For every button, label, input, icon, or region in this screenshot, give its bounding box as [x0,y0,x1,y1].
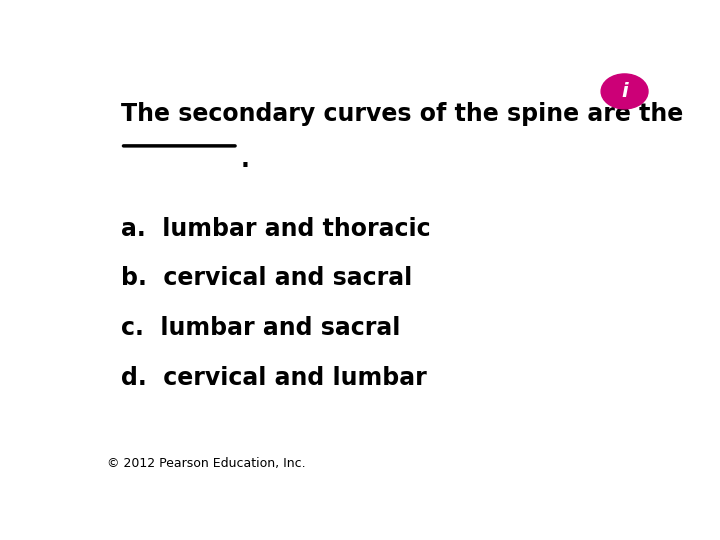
Text: d.  cervical and lumbar: d. cervical and lumbar [121,366,426,390]
Text: © 2012 Pearson Education, Inc.: © 2012 Pearson Education, Inc. [107,457,305,470]
Text: b.  cervical and sacral: b. cervical and sacral [121,266,412,291]
Text: The secondary curves of the spine are the: The secondary curves of the spine are th… [121,102,683,126]
Text: a.  lumbar and thoracic: a. lumbar and thoracic [121,217,431,240]
Circle shape [601,74,648,109]
Text: i: i [621,82,628,101]
Text: .: . [240,148,250,172]
Text: c.  lumbar and sacral: c. lumbar and sacral [121,316,400,340]
